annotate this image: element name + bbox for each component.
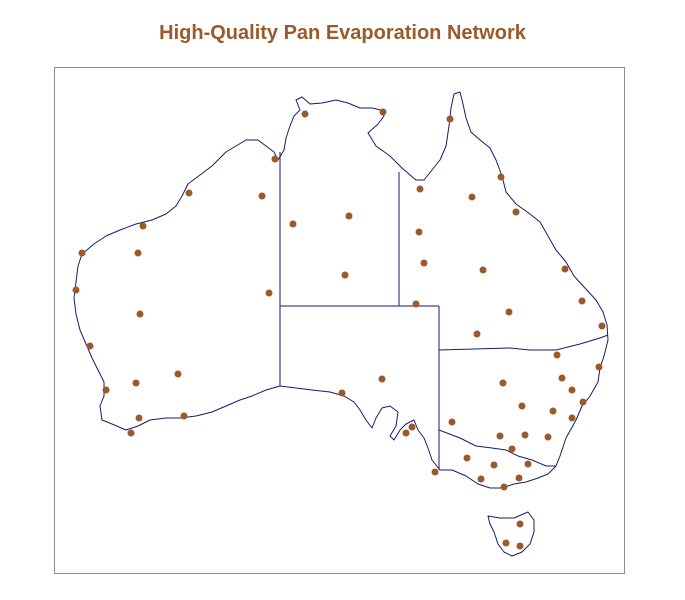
station-marker — [473, 330, 481, 338]
station-marker — [127, 429, 135, 437]
station-marker — [180, 412, 188, 420]
station-marker — [490, 461, 498, 469]
station-marker — [463, 454, 471, 462]
station-marker — [553, 351, 561, 359]
station-marker — [408, 423, 416, 431]
station-marker — [549, 407, 557, 415]
station-marker — [479, 266, 487, 274]
station-marker — [139, 222, 147, 230]
station-marker — [518, 402, 526, 410]
state-borders — [279, 152, 609, 470]
station-layer — [72, 108, 606, 550]
station-marker — [135, 414, 143, 422]
station-marker — [568, 414, 576, 422]
station-marker — [271, 155, 279, 163]
station-marker — [505, 308, 513, 316]
station-marker — [558, 374, 566, 382]
station-marker — [258, 192, 266, 200]
station-marker — [515, 474, 523, 482]
station-marker — [78, 249, 86, 257]
station-marker — [516, 542, 524, 550]
station-marker — [500, 483, 508, 491]
station-marker — [499, 379, 507, 387]
station-marker — [468, 193, 476, 201]
station-marker — [598, 322, 606, 330]
station-marker — [496, 432, 504, 440]
station-marker — [477, 475, 485, 483]
station-marker — [497, 173, 505, 181]
qld-nsw-border — [438, 334, 609, 351]
station-marker — [86, 342, 94, 350]
station-marker — [132, 379, 140, 387]
mainland-coastline — [73, 91, 609, 489]
station-marker — [134, 249, 142, 257]
station-marker — [341, 271, 349, 279]
station-marker — [415, 228, 423, 236]
station-marker — [431, 468, 439, 476]
station-marker — [289, 220, 297, 228]
station-marker — [578, 297, 586, 305]
nsw-vic-border — [438, 429, 556, 467]
station-marker — [512, 208, 520, 216]
station-marker — [412, 300, 420, 308]
station-marker — [136, 310, 144, 318]
station-marker — [524, 460, 532, 468]
map-frame — [54, 67, 625, 574]
station-marker — [416, 185, 424, 193]
station-marker — [502, 539, 510, 547]
station-marker — [378, 375, 386, 383]
station-marker — [338, 389, 346, 397]
station-marker — [446, 115, 454, 123]
station-marker — [516, 520, 524, 528]
station-marker — [508, 445, 516, 453]
station-marker — [174, 370, 182, 378]
station-marker — [448, 418, 456, 426]
station-marker — [345, 212, 353, 220]
station-marker — [265, 289, 273, 297]
station-marker — [544, 433, 552, 441]
station-marker — [579, 398, 587, 406]
station-marker — [102, 386, 110, 394]
station-marker — [301, 110, 309, 118]
station-marker — [379, 108, 387, 116]
station-marker — [420, 259, 428, 267]
station-marker — [185, 189, 193, 197]
station-marker — [521, 431, 529, 439]
station-marker — [595, 363, 603, 371]
station-marker — [72, 286, 80, 294]
tasmania-coastline — [487, 511, 535, 557]
map-title: High-Quality Pan Evaporation Network — [159, 22, 526, 44]
station-marker — [561, 265, 569, 273]
station-marker — [402, 429, 410, 437]
station-marker — [568, 386, 576, 394]
